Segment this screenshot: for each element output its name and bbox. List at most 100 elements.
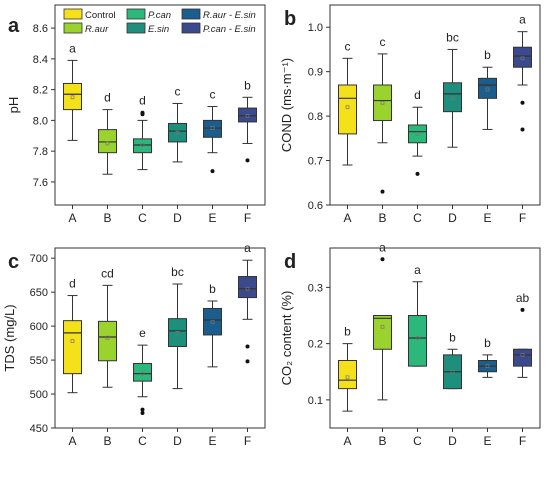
legend-item: P.can - E.sin <box>181 22 256 35</box>
box-C: e <box>133 326 152 416</box>
box-B: d <box>98 91 117 175</box>
significance-letter: d <box>139 94 146 108</box>
box-A: d <box>63 277 82 394</box>
mean-marker <box>70 339 75 343</box>
significance-letter: a <box>519 13 526 27</box>
outlier-point <box>380 189 385 194</box>
box-D: b <box>443 330 462 390</box>
panel-label: d <box>284 251 296 273</box>
mean-marker <box>70 95 75 100</box>
significance-letter: d <box>414 88 421 102</box>
mean-marker <box>415 336 420 340</box>
outlier-point <box>140 407 145 412</box>
significance-letter: c <box>175 84 181 98</box>
iqr-box <box>513 46 532 68</box>
legend-item: R.aur - E.sin <box>181 8 256 21</box>
significance-letter: bc <box>446 30 459 44</box>
iqr-box <box>168 122 187 143</box>
y-axis-label: pH <box>6 97 21 114</box>
mean-marker <box>345 105 350 110</box>
x-tick-label: A <box>343 211 351 225</box>
y-tick-label: 450 <box>30 423 48 435</box>
mean-marker <box>345 375 350 380</box>
box-B: c <box>373 35 392 194</box>
mean-marker <box>415 132 420 136</box>
box-A: b <box>338 325 357 412</box>
iqr-box <box>408 124 427 144</box>
y-tick-label: 600 <box>30 321 48 333</box>
significance-letter: e <box>139 326 146 340</box>
x-tick-label: D <box>173 434 182 448</box>
panel-label: a <box>8 15 20 37</box>
significance-letter: b <box>244 78 251 92</box>
y-tick-label: 8.6 <box>33 23 48 35</box>
significance-letter: c <box>345 39 351 53</box>
legend-swatch <box>63 22 83 34</box>
y-tick-label: 0.1 <box>308 395 323 407</box>
x-tick-label: A <box>68 211 76 225</box>
legend-item: Control <box>63 8 116 21</box>
iqr-box <box>168 318 187 347</box>
mean-marker <box>520 56 525 61</box>
y-tick-label: 0.9 <box>308 67 323 79</box>
significance-letter: a <box>69 41 76 55</box>
significance-letter: b <box>484 336 491 350</box>
significance-letter: bc <box>171 265 184 279</box>
box-B: cd <box>98 266 117 388</box>
y-tick-label: 8.4 <box>33 54 48 66</box>
outlier-point <box>245 158 250 163</box>
panel-a: a 7.6 7.8 8.0 8.2 8.4 8.6 pH A B C D E Fa d d c c b <box>6 4 266 225</box>
y-tick-label: 650 <box>30 287 48 299</box>
outlier-point <box>245 359 250 364</box>
box-A: c <box>338 39 357 166</box>
mean-marker <box>380 100 385 105</box>
panel-label: b <box>284 8 296 30</box>
box-D: bc <box>443 30 462 148</box>
iqr-box <box>338 360 357 390</box>
y-tick-label: 0.3 <box>308 282 323 294</box>
y-axis-label: COND (ms·m⁻¹) <box>279 58 294 152</box>
legend-label: E.sin <box>148 24 169 35</box>
y-tick-label: 700 <box>30 253 48 265</box>
iqr-box <box>238 107 257 123</box>
box-E: b <box>203 282 222 368</box>
box-D: bc <box>168 265 187 390</box>
box-F: ab <box>513 291 532 378</box>
iqr-box <box>63 320 82 375</box>
legend-label: Control <box>85 10 116 21</box>
outlier-point <box>245 344 250 349</box>
x-tick-label: C <box>138 434 147 448</box>
mean-marker <box>450 369 455 374</box>
y-tick-label: 8.2 <box>33 85 48 97</box>
legend-swatch <box>181 8 201 20</box>
y-axis-label: TDS (mg/L) <box>2 304 17 371</box>
x-tick-label: D <box>173 211 182 225</box>
y-tick-label: 500 <box>30 389 48 401</box>
significance-letter: a <box>244 241 251 255</box>
iqr-box <box>373 315 392 350</box>
box-E: b <box>478 336 497 378</box>
iqr-box <box>98 129 117 154</box>
legend-swatch <box>126 22 146 34</box>
x-tick-label: E <box>483 211 491 225</box>
legend-swatch <box>63 8 83 20</box>
mean-marker <box>485 87 490 92</box>
mean-marker <box>245 286 250 291</box>
iqr-box <box>203 307 222 336</box>
significance-letter: b <box>344 325 351 339</box>
mean-marker <box>105 335 110 340</box>
mean-marker <box>175 331 180 335</box>
iqr-box <box>133 138 152 154</box>
box-E: b <box>478 48 497 130</box>
x-tick-label: F <box>244 434 251 448</box>
x-tick-label: E <box>208 434 216 448</box>
box-C: a <box>408 263 427 367</box>
iqr-box <box>338 84 357 135</box>
significance-letter: c <box>210 88 216 102</box>
significance-letter: a <box>414 263 421 277</box>
outlier-point <box>140 411 145 416</box>
box-A: a <box>63 41 82 141</box>
legend-item: E.sin <box>126 22 169 35</box>
